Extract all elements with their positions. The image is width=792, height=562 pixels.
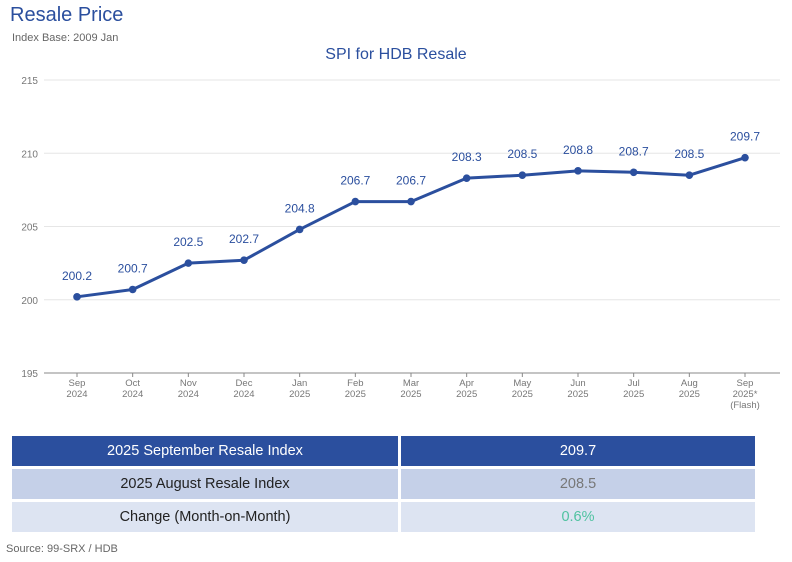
data-point (685, 171, 694, 180)
x-tick-label-line: 2025 (567, 389, 588, 400)
x-tick-label: Jan 2025 (289, 378, 310, 400)
y-tick-label: 205 (21, 223, 38, 234)
data-label: 209.7 (730, 130, 760, 144)
x-tick-label-line: 2024 (122, 389, 143, 400)
x-tick-label: Sep 2024 (66, 378, 87, 400)
data-label: 206.7 (396, 174, 426, 188)
data-point (73, 293, 81, 301)
data-point (295, 225, 304, 234)
x-tick-label-line: Jul (628, 378, 640, 389)
data-label: 202.5 (173, 235, 203, 249)
y-tick-label: 215 (21, 76, 38, 87)
x-tick-label: Nov 2024 (178, 378, 199, 400)
x-tick-label: Jun 2025 (567, 378, 588, 400)
data-point (741, 153, 749, 162)
change-value: 0.6% (399, 500, 755, 535)
x-tick-label-line: Nov (180, 378, 197, 389)
x-tick-label-line: 2025 (289, 389, 310, 400)
y-tick-label: 195 (21, 369, 38, 380)
x-tick-label: Jul 2025 (623, 378, 644, 400)
table-row: 2025 August Resale Index 208.5 (12, 467, 755, 502)
table-row: 2025 September Resale Index 209.7 (12, 436, 755, 469)
x-tick-label: May 2025 (512, 378, 533, 400)
x-tick-label-line: Feb (347, 378, 363, 389)
x-tick-label-line: Apr (459, 378, 474, 389)
x-tick-label-line: Sep (737, 378, 754, 389)
table-cell-value: 208.5 (399, 467, 755, 502)
x-tick-label-line: 2024 (178, 389, 199, 400)
x-tick-label-line: Oct (125, 378, 140, 389)
data-point (184, 259, 193, 267)
table-cell-value: 209.7 (399, 436, 755, 469)
x-tick-label-line: 2025 (512, 389, 533, 400)
data-label: 208.5 (507, 147, 537, 161)
x-tick-label-line: Mar (403, 378, 419, 389)
x-tick-label-line: 2024 (233, 389, 254, 400)
data-point (351, 197, 360, 206)
x-tick-label-line: 2024 (66, 389, 87, 400)
data-label: 208.3 (452, 150, 482, 164)
x-tick-label-line: 2025 (345, 389, 366, 400)
data-point (240, 256, 248, 264)
data-point (462, 174, 471, 182)
x-tick-label-line: Jan (292, 378, 307, 389)
x-tick-label: Feb 2025 (345, 378, 366, 400)
x-tick-label-line: Aug (681, 378, 698, 389)
data-point (629, 168, 638, 177)
data-point (518, 171, 527, 180)
source-note: Source: 99-SRX / HDB (6, 543, 118, 555)
x-tick-label: Dec 2024 (233, 378, 254, 400)
y-tick-label: 200 (21, 296, 38, 307)
data-point (574, 167, 582, 175)
data-point (407, 197, 415, 206)
table-cell-label: Change (Month-on-Month) (12, 500, 401, 535)
x-tick-label: Sep 2025* (Flash) (730, 378, 760, 411)
index-base-subtitle: Index Base: 2009 Jan (12, 32, 119, 44)
page-title: Resale Price (10, 4, 124, 26)
x-tick-label-line: May (513, 378, 531, 389)
data-label: 208.8 (563, 143, 593, 157)
data-point (128, 285, 137, 294)
table-cell-label: 2025 August Resale Index (12, 467, 401, 502)
table-cell-label: 2025 September Resale Index (12, 436, 401, 469)
x-tick-label-line: Sep (69, 378, 86, 389)
x-tick-label-line: 2025 (623, 389, 644, 400)
data-label: 200.2 (62, 269, 92, 283)
x-tick-label-line: 2025 (456, 389, 477, 400)
data-label: 206.7 (340, 174, 370, 188)
x-tick-label-line: 2025 (679, 389, 700, 400)
x-tick-label-line: (Flash) (730, 400, 760, 411)
x-tick-label: Oct 2024 (122, 378, 143, 400)
x-tick-label-line: Jun (570, 378, 585, 389)
x-tick-label-line: 2025* (733, 389, 758, 400)
data-label: 202.7 (229, 232, 259, 246)
data-label: 208.5 (674, 147, 704, 161)
data-label: 204.8 (285, 201, 315, 215)
x-tick-label-line: 2025 (400, 389, 421, 400)
x-tick-label-line: Dec (236, 378, 253, 389)
x-tick-label: Aug 2025 (679, 378, 700, 400)
x-tick-label: Mar 2025 (400, 378, 421, 400)
table-row: Change (Month-on-Month) 0.6% (12, 500, 755, 535)
data-label: 200.7 (118, 261, 148, 275)
chart-title: SPI for HDB Resale (325, 46, 467, 63)
y-tick-label: 210 (21, 149, 38, 160)
data-label: 208.7 (619, 144, 649, 158)
summary-table: 2025 September Resale Index 209.7 2025 A… (12, 436, 755, 535)
x-tick-label: Apr 2025 (456, 378, 477, 400)
